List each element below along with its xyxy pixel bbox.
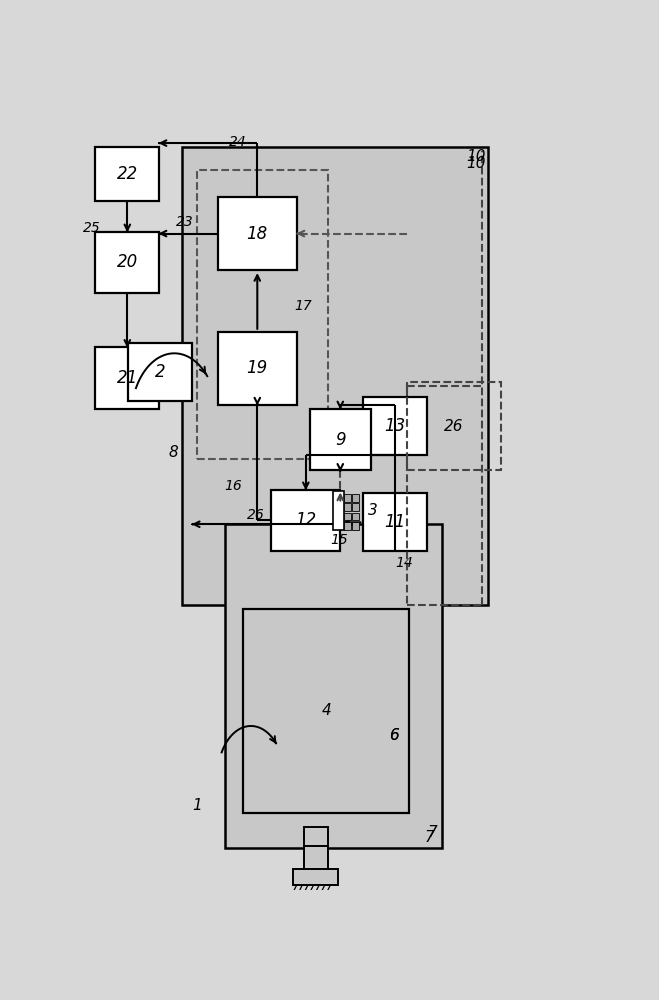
Bar xyxy=(345,494,351,502)
Bar xyxy=(310,409,371,470)
Text: 7: 7 xyxy=(425,830,434,845)
Text: 10: 10 xyxy=(466,156,486,171)
Bar xyxy=(363,493,427,551)
Text: 25: 25 xyxy=(82,221,100,235)
Text: 9: 9 xyxy=(335,431,345,449)
Bar xyxy=(345,522,351,530)
Text: 26: 26 xyxy=(444,419,464,434)
Bar xyxy=(352,513,358,520)
Bar xyxy=(272,490,340,551)
Text: 16: 16 xyxy=(224,479,242,493)
Text: 6: 6 xyxy=(389,728,399,744)
Text: 12: 12 xyxy=(295,511,316,529)
Text: 21: 21 xyxy=(117,369,138,387)
Bar xyxy=(293,869,338,885)
Text: 23: 23 xyxy=(176,215,193,229)
Text: 7: 7 xyxy=(427,825,437,840)
Bar xyxy=(333,491,344,530)
Bar xyxy=(304,846,328,871)
Bar xyxy=(363,397,427,455)
Text: 4: 4 xyxy=(322,703,331,718)
Text: 15: 15 xyxy=(330,533,348,547)
Bar xyxy=(345,503,351,511)
Bar xyxy=(225,524,442,848)
Bar xyxy=(345,513,351,520)
Bar xyxy=(129,343,192,401)
Bar xyxy=(182,147,488,605)
Bar xyxy=(197,170,328,459)
Text: 26: 26 xyxy=(247,508,265,522)
Bar xyxy=(243,609,409,813)
Text: 3: 3 xyxy=(368,503,378,518)
Text: 17: 17 xyxy=(294,299,312,313)
Text: 19: 19 xyxy=(246,359,268,377)
Text: 1: 1 xyxy=(192,798,202,813)
Text: 6: 6 xyxy=(389,728,399,744)
Text: 20: 20 xyxy=(117,253,138,271)
Text: 18: 18 xyxy=(246,225,268,243)
Text: 8: 8 xyxy=(169,445,178,460)
Text: 2: 2 xyxy=(155,363,165,381)
Bar xyxy=(352,503,358,511)
Text: 14: 14 xyxy=(395,556,413,570)
Bar xyxy=(352,522,358,530)
Bar xyxy=(407,382,501,470)
Bar xyxy=(217,197,297,270)
Bar xyxy=(352,494,358,502)
Bar xyxy=(304,827,328,846)
Text: 24: 24 xyxy=(229,135,247,149)
Bar xyxy=(217,332,297,405)
Text: 13: 13 xyxy=(385,417,406,435)
Text: 22: 22 xyxy=(117,165,138,183)
Text: 10: 10 xyxy=(466,149,486,164)
Bar xyxy=(95,347,159,409)
Bar xyxy=(95,232,159,293)
Text: 11: 11 xyxy=(385,513,406,531)
Bar xyxy=(95,147,159,201)
